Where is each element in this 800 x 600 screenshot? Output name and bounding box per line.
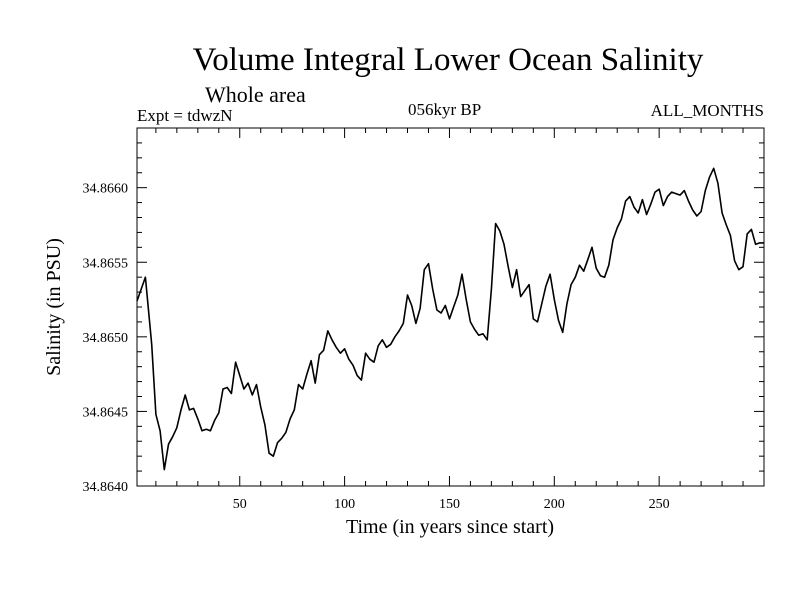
salinity-series-line (136, 167, 764, 471)
y-tick-label: 34.8655 (83, 256, 129, 271)
x-tick-labels: 50 100 150 200 250 (233, 497, 670, 512)
period-label: 056kyr BP (408, 100, 482, 119)
y-tick-labels: 34.8640 34.8645 34.8650 34.8655 34.8660 (83, 182, 129, 495)
x-tick-label: 200 (544, 497, 565, 512)
experiment-label: Expt = tdwzN (137, 106, 233, 125)
y-tick-label: 34.8650 (83, 331, 129, 346)
axis-ticks (137, 128, 764, 486)
y-axis-label: Salinity (in PSU) (43, 238, 65, 376)
x-axis-label: Time (in years since start) (346, 516, 554, 538)
chart-title: Volume Integral Lower Ocean Salinity (192, 42, 704, 78)
x-tick-label: 100 (334, 497, 355, 512)
y-tick-label: 34.8645 (83, 405, 129, 420)
y-tick-label: 34.8660 (83, 182, 129, 197)
x-tick-label: 250 (649, 497, 670, 512)
x-tick-label: 150 (439, 497, 460, 512)
y-tick-label: 34.8640 (83, 480, 129, 495)
chart-subtitle: Whole area (205, 82, 306, 107)
plot-frame (136, 127, 765, 487)
x-tick-label: 50 (233, 497, 247, 512)
months-label: ALL_MONTHS (650, 101, 764, 120)
